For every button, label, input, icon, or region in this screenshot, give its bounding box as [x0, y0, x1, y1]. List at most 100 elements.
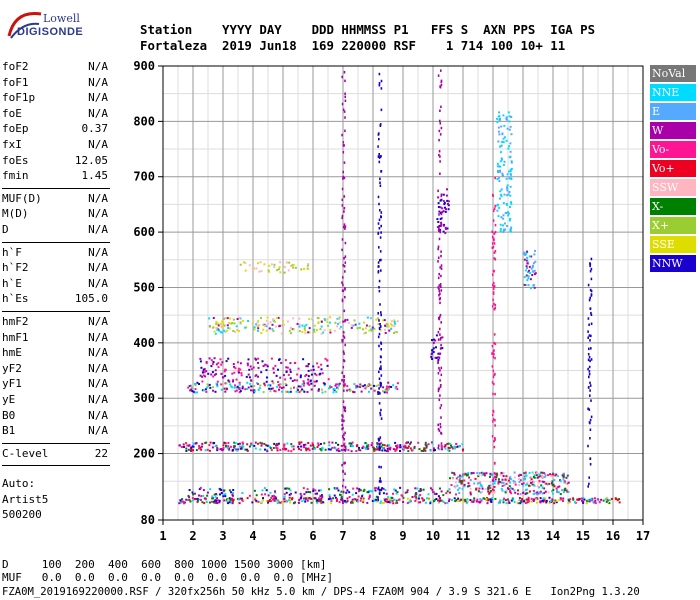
echo-point	[352, 324, 355, 327]
echo-point	[369, 384, 372, 387]
echo-trace-point	[493, 285, 496, 288]
echo-point	[375, 500, 378, 503]
echo-point	[394, 387, 397, 390]
echo-point	[302, 389, 305, 392]
param-row-fmin: fmin 1.45	[2, 169, 108, 183]
echo-trace-point	[494, 424, 496, 427]
echo-point	[415, 492, 418, 494]
echo-point	[527, 498, 530, 501]
echo-point	[305, 447, 308, 450]
echo-point	[292, 266, 295, 269]
echo-point	[542, 497, 545, 500]
echo-point	[224, 374, 227, 377]
legend-item-x: X+	[650, 217, 696, 234]
echo-point	[340, 497, 343, 500]
echo-point	[232, 379, 235, 382]
echo-point	[324, 357, 327, 360]
echo-point	[541, 492, 544, 495]
file-footer: FZA0M_2019169220000.RSF / 320fx256h 50 k…	[2, 586, 640, 598]
echo-point	[227, 498, 230, 501]
echo-trace-point	[341, 187, 344, 191]
echo-point	[507, 193, 510, 196]
echo-point	[285, 491, 288, 494]
echo-point	[361, 328, 364, 331]
echo-point	[310, 388, 313, 391]
echo-trace-point	[440, 250, 442, 253]
echo-point	[565, 482, 568, 485]
echo-point	[404, 444, 407, 447]
echo-point	[508, 219, 511, 222]
echo-point	[500, 125, 503, 128]
echo-point	[388, 329, 391, 332]
echo-trace-point	[439, 333, 441, 336]
echo-point	[424, 449, 427, 452]
echo-point	[399, 450, 401, 452]
echo-point	[414, 500, 417, 502]
echo-point	[582, 496, 585, 499]
echo-point	[395, 331, 398, 334]
echo-point	[198, 498, 201, 501]
echo-point	[510, 133, 513, 136]
x-tick-label: 1	[159, 529, 166, 543]
echo-point	[375, 385, 378, 388]
echo-point	[283, 500, 286, 503]
echo-point	[327, 378, 330, 381]
echo-point	[192, 390, 195, 393]
echo-point	[228, 380, 231, 383]
echo-point	[296, 373, 299, 376]
echo-point	[223, 387, 226, 390]
echo-point	[234, 330, 237, 333]
echo-point	[554, 499, 557, 502]
echo-point	[419, 501, 422, 504]
echo-trace-point	[440, 267, 443, 270]
echo-point	[458, 479, 461, 482]
echo-point	[289, 390, 292, 393]
echo-point	[453, 472, 456, 475]
echo-point	[346, 489, 349, 492]
echo-point	[212, 442, 215, 445]
echo-trace-point	[590, 294, 593, 297]
echo-point	[552, 488, 555, 491]
echo-point	[377, 391, 379, 394]
echo-point	[212, 375, 215, 378]
x-tick-label: 4	[249, 529, 256, 543]
echo-point	[187, 386, 190, 389]
echo-point	[281, 390, 283, 393]
echo-point	[211, 446, 214, 449]
echo-point	[458, 492, 461, 494]
echo-point	[356, 498, 359, 501]
echo-point	[496, 209, 499, 212]
echo-point	[345, 445, 348, 448]
param-value: N/A	[88, 245, 108, 259]
param-label: MUF(D)	[2, 191, 42, 205]
echo-point	[305, 491, 308, 494]
echo-point	[529, 272, 532, 274]
echo-point	[481, 485, 484, 488]
echo-point	[313, 497, 316, 499]
echo-point	[285, 390, 288, 393]
echo-point	[215, 363, 218, 366]
echo-point	[267, 270, 270, 273]
echo-trace-point	[438, 366, 440, 370]
echo-point	[377, 447, 380, 450]
echo-point	[504, 478, 507, 481]
echo-point	[220, 383, 223, 386]
echo-point	[224, 495, 227, 498]
echo-point	[246, 388, 249, 390]
legend-item-w: W	[650, 122, 696, 139]
echo-point	[231, 502, 234, 505]
echo-point	[290, 265, 293, 267]
echo-trace-point	[438, 149, 441, 153]
echo-point	[355, 450, 358, 452]
echo-point	[270, 387, 273, 390]
echo-trace-point	[492, 477, 495, 480]
echo-point	[331, 446, 334, 449]
echo-point	[508, 477, 511, 480]
echo-trace-point	[343, 406, 346, 410]
echo-point	[370, 387, 373, 390]
echo-point	[528, 265, 531, 268]
echo-trace-point	[590, 322, 593, 325]
echo-point	[501, 132, 504, 135]
echo-point	[409, 500, 412, 503]
echo-point	[185, 447, 188, 450]
